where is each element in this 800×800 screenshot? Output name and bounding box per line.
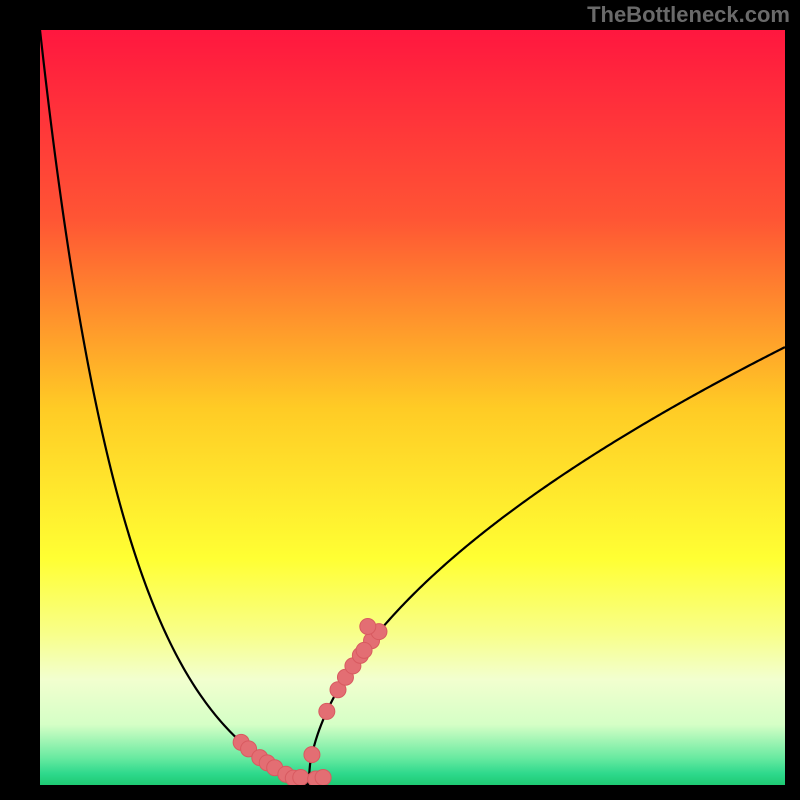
- data-marker: [319, 703, 335, 719]
- data-marker: [360, 618, 376, 634]
- watermark-text: TheBottleneck.com: [587, 2, 790, 28]
- data-marker: [315, 769, 331, 785]
- data-marker: [293, 769, 309, 785]
- data-marker: [304, 747, 320, 763]
- data-marker: [356, 642, 372, 658]
- bottleneck-chart: [0, 0, 800, 800]
